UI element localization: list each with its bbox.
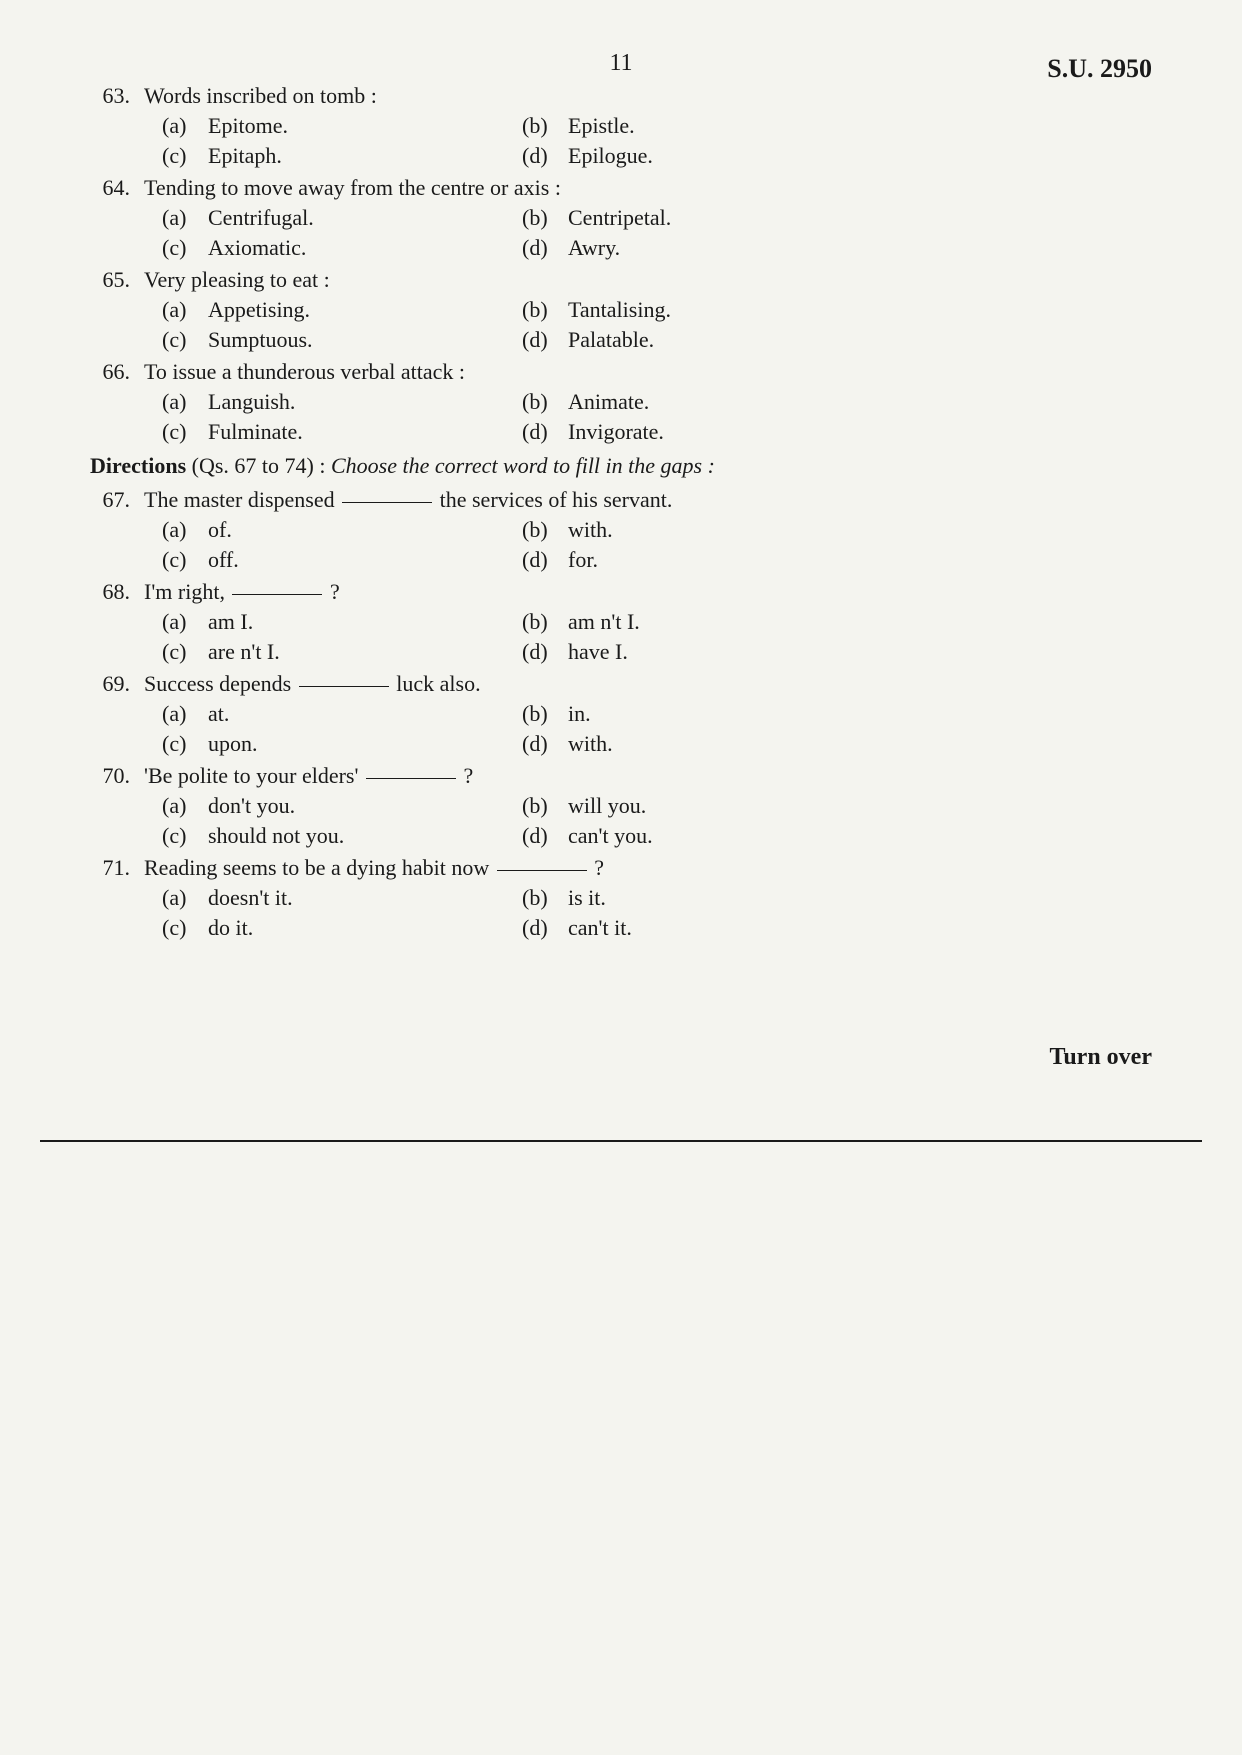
blank xyxy=(342,502,432,503)
option-a: (a)at. xyxy=(162,701,522,727)
option-d: (d)Invigorate. xyxy=(522,419,664,445)
option-c: (c)Fulminate. xyxy=(162,419,522,445)
option-c: (c)upon. xyxy=(162,731,522,757)
question-63: 63. Words inscribed on tomb : (a)Epitome… xyxy=(90,83,1172,169)
option-a: (a)doesn't it. xyxy=(162,885,522,911)
question-text: The master dispensed the services of his… xyxy=(144,487,1172,513)
directions-text: Choose the correct word to fill in the g… xyxy=(331,453,715,478)
question-number: 64. xyxy=(90,175,144,201)
question-number: 68. xyxy=(90,579,144,605)
option-c: (c)off. xyxy=(162,547,522,573)
option-a: (a)Centrifugal. xyxy=(162,205,522,231)
question-67: 67. The master dispensed the services of… xyxy=(90,487,1172,573)
option-a: (a)am I. xyxy=(162,609,522,635)
blank xyxy=(299,686,389,687)
option-d: (d)can't you. xyxy=(522,823,653,849)
page-number: 11 xyxy=(70,50,1172,77)
option-d: (d)with. xyxy=(522,731,613,757)
option-d: (d)can't it. xyxy=(522,915,632,941)
question-text: Success depends luck also. xyxy=(144,671,1172,697)
option-b: (b)with. xyxy=(522,517,613,543)
question-number: 63. xyxy=(90,83,144,109)
question-text: I'm right, ? xyxy=(144,579,1172,605)
option-a: (a)of. xyxy=(162,517,522,543)
header-code: S.U. 2950 xyxy=(1047,54,1152,84)
option-a: (a)don't you. xyxy=(162,793,522,819)
option-b: (b)will you. xyxy=(522,793,646,819)
option-d: (d)for. xyxy=(522,547,598,573)
question-number: 71. xyxy=(90,855,144,881)
option-c: (c)Sumptuous. xyxy=(162,327,522,353)
option-d: (d)Awry. xyxy=(522,235,620,261)
question-number: 70. xyxy=(90,763,144,789)
question-number: 67. xyxy=(90,487,144,513)
question-68: 68. I'm right, ? (a)am I. (b)am n't I. (… xyxy=(90,579,1172,665)
question-71: 71. Reading seems to be a dying habit no… xyxy=(90,855,1172,941)
question-number: 69. xyxy=(90,671,144,697)
option-c: (c)are n't I. xyxy=(162,639,522,665)
question-number: 65. xyxy=(90,267,144,293)
directions-label: Directions xyxy=(90,453,186,478)
question-number: 66. xyxy=(90,359,144,385)
question-65: 65. Very pleasing to eat : (a)Appetising… xyxy=(90,267,1172,353)
directions-range: (Qs. 67 to 74) : xyxy=(192,453,326,478)
question-70: 70. 'Be polite to your elders' ? (a)don'… xyxy=(90,763,1172,849)
option-a: (a)Languish. xyxy=(162,389,522,415)
option-b: (b)Centripetal. xyxy=(522,205,671,231)
option-b: (b)am n't I. xyxy=(522,609,640,635)
option-a: (a)Appetising. xyxy=(162,297,522,323)
blank xyxy=(497,870,587,871)
option-d: (d)Epilogue. xyxy=(522,143,653,169)
option-d: (d)Palatable. xyxy=(522,327,654,353)
question-text: Words inscribed on tomb : xyxy=(144,83,1172,109)
question-text: To issue a thunderous verbal attack : xyxy=(144,359,1172,385)
option-c: (c)Axiomatic. xyxy=(162,235,522,261)
option-b: (b)Tantalising. xyxy=(522,297,671,323)
option-c: (c)do it. xyxy=(162,915,522,941)
option-c: (c)should not you. xyxy=(162,823,522,849)
directions: Directions (Qs. 67 to 74) : Choose the c… xyxy=(90,453,1172,479)
bottom-rule xyxy=(40,1140,1202,1142)
question-text: Very pleasing to eat : xyxy=(144,267,1172,293)
question-64: 64. Tending to move away from the centre… xyxy=(90,175,1172,261)
question-text: 'Be polite to your elders' ? xyxy=(144,763,1172,789)
option-d: (d)have I. xyxy=(522,639,628,665)
question-text: Reading seems to be a dying habit now ? xyxy=(144,855,1172,881)
option-b: (b)in. xyxy=(522,701,591,727)
option-a: (a)Epitome. xyxy=(162,113,522,139)
option-b: (b)is it. xyxy=(522,885,606,911)
turn-over: Turn over xyxy=(1050,1044,1152,1071)
question-text: Tending to move away from the centre or … xyxy=(144,175,1172,201)
blank xyxy=(232,594,322,595)
question-69: 69. Success depends luck also. (a)at. (b… xyxy=(90,671,1172,757)
question-66: 66. To issue a thunderous verbal attack … xyxy=(90,359,1172,445)
blank xyxy=(366,778,456,779)
option-c: (c)Epitaph. xyxy=(162,143,522,169)
option-b: (b)Epistle. xyxy=(522,113,635,139)
content-area: 63. Words inscribed on tomb : (a)Epitome… xyxy=(70,83,1172,941)
option-b: (b)Animate. xyxy=(522,389,649,415)
